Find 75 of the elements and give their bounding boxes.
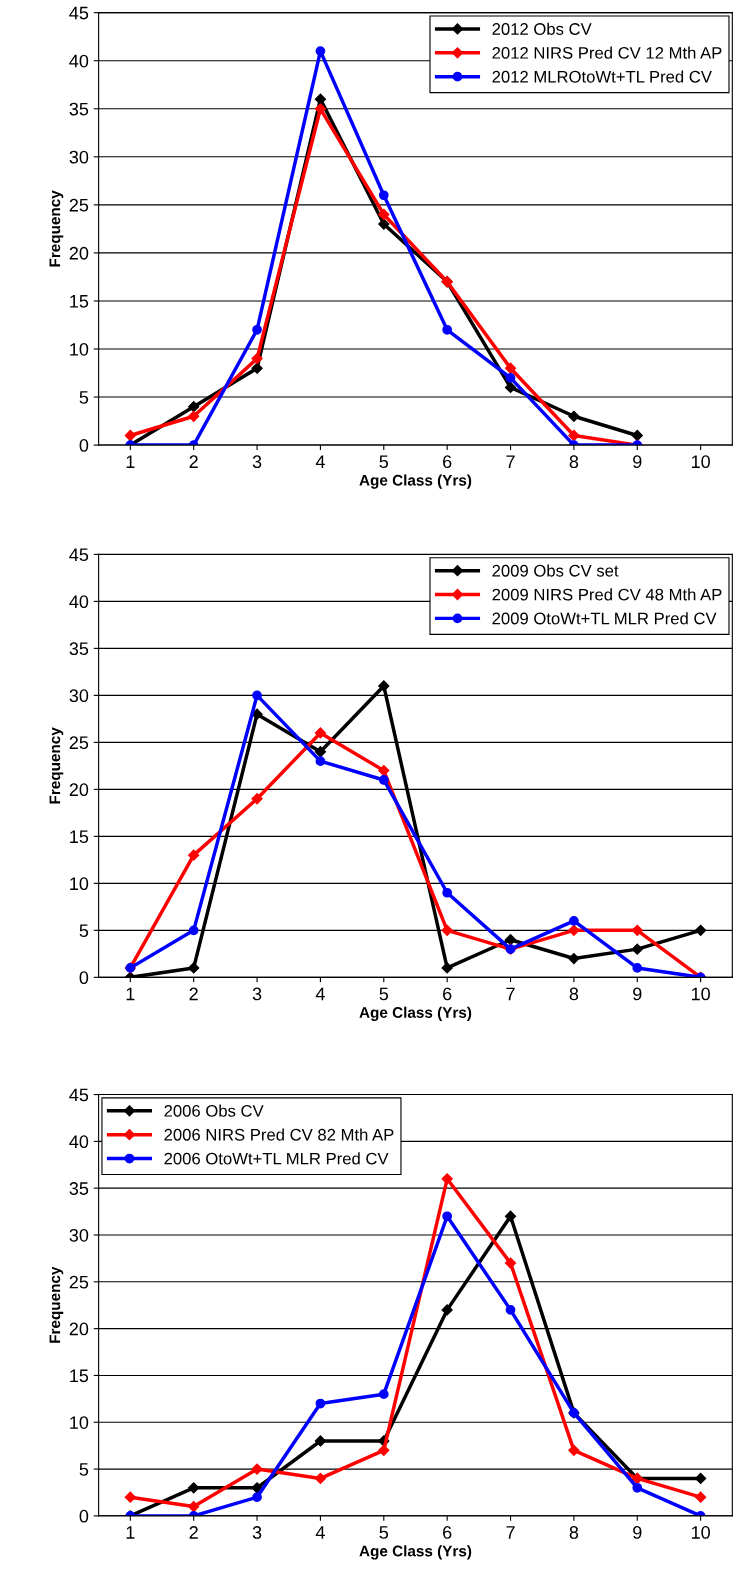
x-tick-label: 4 <box>315 987 325 1001</box>
x-tick-label: 10 <box>691 455 710 469</box>
x-tick-label: 2 <box>189 1526 198 1539</box>
y-tick-label: 5 <box>79 1463 89 1476</box>
x-tick-label: 2 <box>189 987 198 1001</box>
x-axis-title: Age Class (Yrs) <box>359 1545 472 1560</box>
y-tick-label: 15 <box>70 1369 89 1383</box>
x-tick-label: 4 <box>315 1526 325 1539</box>
y-tick-label: 0 <box>79 971 89 985</box>
x-tick-label: 8 <box>569 455 579 469</box>
x-axis-title: Age Class (Yrs) <box>359 474 472 489</box>
y-tick-label: 45 <box>69 548 89 562</box>
x-tick-label: 3 <box>252 987 262 1001</box>
y-tick-label: 40 <box>69 595 89 609</box>
y-tick-label: 20 <box>69 246 89 260</box>
x-tick-label: 7 <box>506 987 515 1001</box>
x-tick-label: 10 <box>691 987 710 1001</box>
x-tick-label: 1 <box>126 1526 135 1539</box>
x-tick-label: 3 <box>252 455 262 469</box>
legend-label: 2012 MLROtoWt+TL Pred CV <box>492 70 712 83</box>
x-tick-label: 8 <box>569 987 579 1001</box>
x-tick-label: 7 <box>506 1526 515 1539</box>
y-tick-label: 5 <box>79 924 89 938</box>
x-tick-label: 10 <box>691 1526 710 1539</box>
x-tick-label: 4 <box>315 455 325 468</box>
y-tick-label: 10 <box>70 342 89 356</box>
y-tick-label: 20 <box>69 783 89 797</box>
legend-label: 2012 NIRS Pred CV 12 Mth AP <box>492 46 722 59</box>
y-tick-label: 40 <box>69 54 89 68</box>
y-tick-label: 10 <box>70 877 89 891</box>
x-tick-label: 1 <box>126 987 135 1001</box>
y-tick-label: 35 <box>69 1182 89 1195</box>
y-tick-label: 35 <box>69 102 89 116</box>
legend-label: 2012 Obs CV <box>492 22 592 35</box>
x-tick-label: 6 <box>443 987 452 1001</box>
y-tick-label: 15 <box>70 295 89 308</box>
y-tick-label: 45 <box>69 6 89 20</box>
y-tick-label: 30 <box>69 1228 89 1242</box>
y-tick-label: 10 <box>70 1416 89 1429</box>
y-tick-label: 25 <box>69 198 89 212</box>
y-tick-label: 0 <box>79 1509 89 1523</box>
x-tick-label: 6 <box>443 1526 452 1539</box>
y-axis-title: Frequency <box>49 1266 64 1343</box>
y-tick-label: 30 <box>69 150 89 164</box>
x-axis-title: Age Class (Yrs) <box>359 1006 472 1021</box>
y-tick-label: 40 <box>69 1135 89 1149</box>
x-tick-label: 9 <box>633 987 642 1001</box>
y-tick-label: 25 <box>69 1275 89 1289</box>
x-tick-label: 9 <box>633 455 642 469</box>
y-tick-label: 5 <box>79 391 89 404</box>
legend-label: 2009 NIRS Pred CV 48 Mth AP <box>492 588 722 601</box>
y-tick-label: 0 <box>79 439 89 452</box>
legend-label: 2009 Obs CV set <box>492 564 619 577</box>
y-tick-label: 20 <box>69 1322 89 1336</box>
x-tick-label: 8 <box>569 1526 579 1539</box>
x-tick-label: 9 <box>633 1526 642 1539</box>
legend-label: 2009 OtoWt+TL MLR Pred CV <box>492 612 717 625</box>
x-tick-label: 3 <box>252 1526 262 1539</box>
x-tick-label: 6 <box>443 455 452 469</box>
x-tick-label: 1 <box>126 455 135 468</box>
y-tick-label: 25 <box>69 736 89 750</box>
y-tick-label: 35 <box>69 642 89 656</box>
legend-label: 2006 OtoWt+TL MLR Pred CV <box>164 1152 389 1165</box>
legend-label: 2006 Obs CV <box>164 1104 264 1117</box>
y-axis-title: Frequency <box>49 190 64 267</box>
y-tick-label: 30 <box>69 689 89 703</box>
x-tick-label: 7 <box>506 455 515 468</box>
x-tick-label: 5 <box>379 455 389 469</box>
x-tick-label: 5 <box>379 1526 389 1539</box>
y-axis-title: Frequency <box>49 727 64 804</box>
y-tick-label: 45 <box>69 1088 89 1102</box>
x-tick-label: 2 <box>189 455 198 468</box>
x-tick-label: 5 <box>379 987 389 1001</box>
legend-label: 2006 NIRS Pred CV 82 Mth AP <box>164 1128 394 1141</box>
y-tick-label: 15 <box>70 830 89 844</box>
